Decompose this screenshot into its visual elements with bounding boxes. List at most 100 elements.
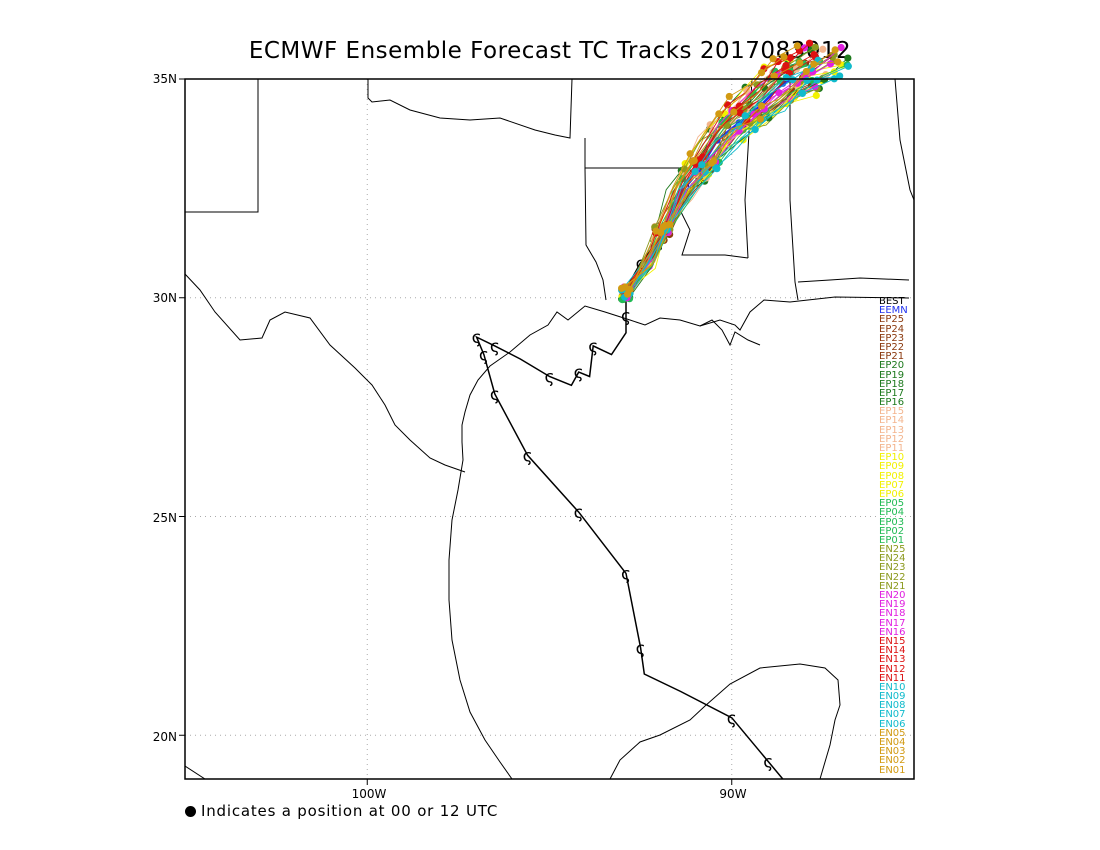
member-position-dot (793, 42, 801, 50)
member-position-dot (803, 77, 811, 85)
member-position-dot (812, 91, 820, 100)
chart-title: ECMWF Ensemble Forecast TC Tracks 201708… (248, 38, 852, 64)
legend-entry: EN24 (879, 553, 906, 565)
member-position-dot (623, 290, 632, 298)
member-track-line (626, 50, 800, 292)
position-footnote: Indicates a position at 00 or 12 UTC (185, 802, 498, 820)
legend-entry: EP17 (879, 387, 905, 399)
footnote-text: Indicates a position at 00 or 12 UTC (201, 802, 499, 820)
member-track-ep09 (626, 79, 827, 294)
member-position-dot (826, 60, 834, 68)
legend-entry: EP13 (879, 424, 905, 436)
track-extensions-outside-frame (618, 39, 852, 304)
lon-label-90w: 90W (719, 787, 747, 801)
hurricane-symbol-icon: ς (621, 564, 631, 584)
legend-entry: EP14 (879, 415, 905, 427)
member-position-dot (780, 53, 788, 61)
member-track-line (624, 61, 838, 288)
legend-entry: EN09 (879, 691, 906, 703)
legend-entry: EP22 (879, 341, 905, 353)
legend-entry: EN14 (879, 645, 906, 657)
hurricane-symbol-icon: ς (574, 363, 584, 383)
member-position-dot (741, 112, 749, 120)
member-track-line (626, 64, 848, 294)
hurricane-symbol-icon: ς (490, 337, 500, 357)
legend-entry: EP11 (879, 443, 905, 454)
member-position-dot (786, 54, 794, 62)
hurricane-symbol-icon: ς (472, 328, 482, 348)
legend-entry: EN11 (879, 672, 906, 684)
legend-entry: EN07 (879, 709, 906, 721)
map-frame (184, 78, 915, 780)
member-track-line (629, 49, 812, 298)
state-border-tx-la (584, 138, 607, 301)
legend-entry: EN08 (879, 700, 906, 712)
member-track-line (627, 45, 798, 295)
member-position-dot (837, 43, 845, 52)
lat-label-20n: 20N (152, 730, 177, 744)
axis-ticks (179, 78, 733, 785)
legend-entry: EEMN (879, 305, 908, 317)
legend-entry: EN16 (879, 626, 906, 638)
yucatan-coastline (609, 663, 841, 779)
hurricane-symbol-icon: ς (523, 446, 533, 466)
lon-label-100w: 100W (351, 787, 387, 801)
member-position-dot (811, 43, 819, 51)
member-position-dot (730, 108, 738, 116)
map-gridlines (185, 78, 914, 779)
legend-entry: EN06 (879, 718, 906, 730)
legend-entry: EN19 (879, 599, 906, 611)
member-position-dot (715, 110, 723, 118)
state-border-tx-ok (367, 79, 573, 139)
member-position-dot (805, 39, 814, 47)
legend-entry: EN20 (879, 590, 906, 601)
legend-entry: EN22 (879, 571, 906, 583)
legend-entry: EP23 (879, 332, 905, 344)
legend-entry: EN13 (879, 654, 906, 666)
legend-entry: EN21 (879, 580, 906, 592)
legend-entry: BEST (879, 296, 905, 307)
legend-entry: EN12 (879, 663, 906, 675)
member-position-dot (698, 161, 706, 169)
lat-label-30n: 30N (152, 291, 177, 305)
member-position-dot (769, 55, 777, 63)
state-border-ga-sc (894, 79, 914, 201)
legend-entry: EP06 (879, 488, 905, 500)
member-track-line (629, 62, 801, 290)
legend-entry: EN15 (879, 635, 906, 647)
legend-entry: EP25 (879, 314, 905, 326)
legend-entry: EP18 (879, 378, 905, 390)
member-position-dot (756, 115, 765, 123)
member-position-dot (836, 72, 844, 80)
mexico-inner-border (185, 765, 206, 779)
member-position-dot (844, 62, 852, 70)
hurricane-symbol-icon: ς (545, 368, 555, 388)
member-position-dot (723, 101, 732, 109)
best-track-line (475, 240, 784, 779)
member-track-line (629, 65, 849, 294)
member-position-dot (699, 153, 707, 161)
hurricane-symbol-icon: ς (479, 346, 489, 366)
member-position-dot (710, 157, 718, 165)
legend: BEST EEMN EP25 EP24 EP23 EP22 EP21 EP20 EP19 EP18… (879, 296, 911, 775)
lat-label-35n: 35N (152, 72, 177, 86)
member-position-dot (813, 76, 821, 84)
hurricane-symbol-icon: ς (763, 753, 773, 773)
legend-entry: EP10 (879, 452, 905, 464)
position-dot-icon (185, 805, 196, 817)
member-position-dot (834, 58, 842, 66)
member-position-dot (802, 67, 810, 76)
member-position-dot (753, 81, 761, 89)
legend-entry: EP01 (879, 534, 905, 546)
state-border-ga-fl (797, 277, 910, 283)
hurricane-symbol-icon: ς (588, 337, 598, 357)
legend-entry: EP24 (879, 323, 905, 335)
legend-entry: EN17 (879, 617, 906, 629)
hurricane-symbol-icon: ς (621, 306, 631, 326)
state-border-ar-la (585, 167, 749, 259)
legend-entry: EP08 (879, 470, 905, 482)
member-position-dot (618, 284, 626, 292)
member-position-dot (659, 223, 667, 231)
